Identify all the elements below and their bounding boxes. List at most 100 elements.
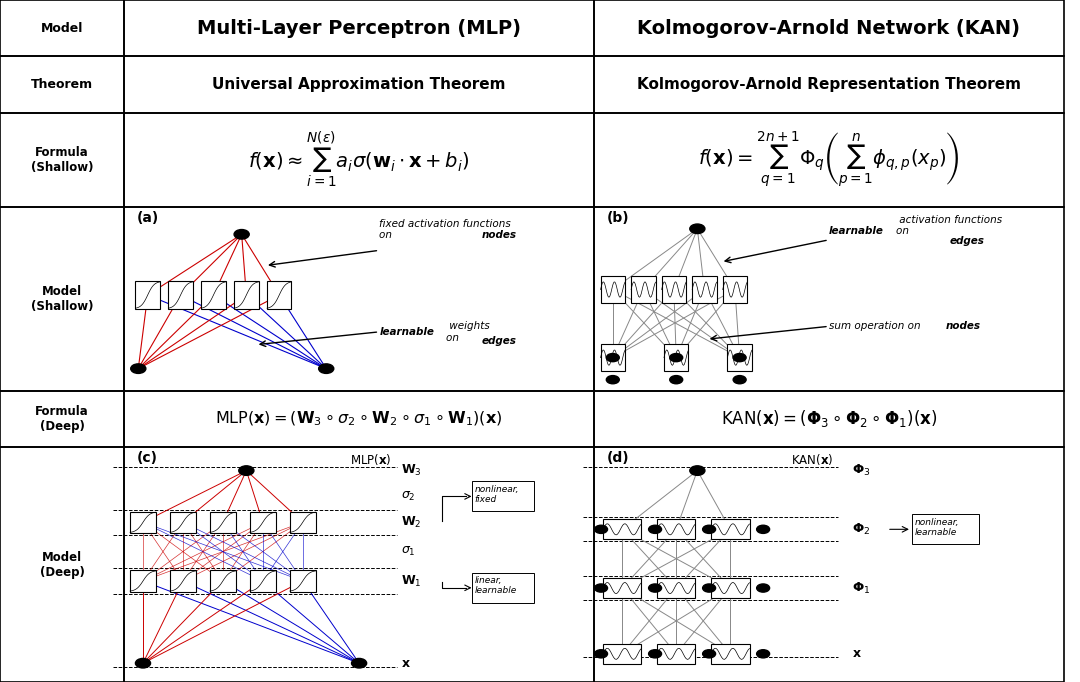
Circle shape <box>606 353 619 361</box>
Bar <box>210 512 235 533</box>
Circle shape <box>757 525 770 533</box>
Circle shape <box>595 650 608 658</box>
Text: $\mathbf{\Phi}_3$: $\mathbf{\Phi}_3$ <box>852 463 870 478</box>
Text: $f(\mathbf{x}) \approx \sum_{i=1}^{N(\varepsilon)} a_i\sigma(\mathbf{w}_i \cdot : $f(\mathbf{x}) \approx \sum_{i=1}^{N(\va… <box>248 130 470 190</box>
Circle shape <box>606 376 619 384</box>
Bar <box>657 644 696 664</box>
Text: nodes: nodes <box>946 321 981 331</box>
Circle shape <box>234 230 249 239</box>
Bar <box>0 0 124 57</box>
Bar <box>594 0 1064 57</box>
Text: edges: edges <box>950 236 985 246</box>
Text: (c): (c) <box>137 451 158 465</box>
Text: Model
(Shallow): Model (Shallow) <box>31 284 93 313</box>
Bar <box>289 512 315 533</box>
Text: edges: edges <box>482 336 516 346</box>
Bar <box>210 570 235 591</box>
Text: Universal Approximation Theorem: Universal Approximation Theorem <box>213 77 505 92</box>
Text: $\mathrm{KAN}(\mathbf{x})$: $\mathrm{KAN}(\mathbf{x})$ <box>792 452 834 467</box>
Text: Model: Model <box>41 22 83 35</box>
Circle shape <box>595 525 608 533</box>
Bar <box>711 644 750 664</box>
Text: sum operation on: sum operation on <box>829 321 923 331</box>
Text: Model
(Deep): Model (Deep) <box>40 550 84 578</box>
Circle shape <box>690 466 705 475</box>
Bar <box>124 0 594 57</box>
Bar <box>711 519 750 539</box>
Circle shape <box>649 525 662 533</box>
Circle shape <box>703 650 716 658</box>
Circle shape <box>733 353 746 361</box>
Text: $\mathbf{\Phi}_1$: $\mathbf{\Phi}_1$ <box>852 580 870 595</box>
Bar <box>170 570 195 591</box>
Bar <box>600 276 625 303</box>
Bar <box>0 57 124 113</box>
Bar <box>170 512 195 533</box>
Text: learnable: learnable <box>829 226 883 237</box>
Circle shape <box>131 364 146 374</box>
Bar <box>234 281 258 309</box>
Text: $\sigma_1$: $\sigma_1$ <box>402 545 416 558</box>
Bar <box>692 276 717 303</box>
Text: Formula
(Deep): Formula (Deep) <box>36 405 89 433</box>
Bar <box>0 447 124 682</box>
Text: $f(\mathbf{x}) = \sum_{q=1}^{2n+1} \Phi_q\left(\sum_{p=1}^{n} \phi_{q,p}(x_p)\ri: $f(\mathbf{x}) = \sum_{q=1}^{2n+1} \Phi_… <box>698 130 960 190</box>
Text: linear,
learnable: linear, learnable <box>475 576 517 595</box>
Text: $\mathbf{\Phi}_2$: $\mathbf{\Phi}_2$ <box>852 522 870 537</box>
Text: Kolmogorov-Arnold Network (KAN): Kolmogorov-Arnold Network (KAN) <box>637 18 1021 38</box>
Circle shape <box>703 525 716 533</box>
Circle shape <box>649 584 662 592</box>
Bar <box>0 391 124 447</box>
Bar <box>267 281 292 309</box>
Bar <box>600 344 625 372</box>
Bar <box>657 519 696 539</box>
Bar <box>662 276 686 303</box>
Text: $\sigma_2$: $\sigma_2$ <box>402 490 416 503</box>
Circle shape <box>135 658 150 668</box>
Circle shape <box>670 376 683 384</box>
Text: $\mathrm{KAN}(\mathbf{x}) = (\mathbf{\Phi}_3 \circ \mathbf{\Phi}_2 \circ \mathbf: $\mathrm{KAN}(\mathbf{x}) = (\mathbf{\Ph… <box>720 409 937 430</box>
Text: $\mathbf{W}_1$: $\mathbf{W}_1$ <box>402 574 422 589</box>
Text: weights
on: weights on <box>446 321 490 342</box>
Bar <box>472 481 535 512</box>
Bar <box>631 276 656 303</box>
Text: $\mathrm{MLP}(\mathbf{x}) = (\mathbf{W}_3 \circ \sigma_2 \circ \mathbf{W}_2 \cir: $\mathrm{MLP}(\mathbf{x}) = (\mathbf{W}_… <box>215 410 503 428</box>
Text: $\mathbf{x}$: $\mathbf{x}$ <box>402 657 411 670</box>
Text: (a): (a) <box>137 211 160 225</box>
Text: Theorem: Theorem <box>31 78 93 91</box>
Text: $\mathbf{W}_3$: $\mathbf{W}_3$ <box>402 463 422 478</box>
Bar <box>603 644 642 664</box>
Circle shape <box>352 658 367 668</box>
Text: nonlinear,
learnable: nonlinear, learnable <box>915 518 959 537</box>
Bar <box>0 113 124 207</box>
Text: nodes: nodes <box>482 230 517 240</box>
Circle shape <box>649 650 662 658</box>
Bar <box>594 391 1064 447</box>
Circle shape <box>239 466 254 475</box>
Bar <box>728 344 752 372</box>
Bar <box>594 207 1064 391</box>
Text: Kolmogorov-Arnold Representation Theorem: Kolmogorov-Arnold Representation Theorem <box>637 77 1021 92</box>
Text: $\mathbf{x}$: $\mathbf{x}$ <box>852 647 862 660</box>
Text: activation functions
on: activation functions on <box>896 215 1002 237</box>
Text: fixed activation functions
on: fixed activation functions on <box>379 218 511 240</box>
Text: (b): (b) <box>607 211 630 225</box>
Bar <box>711 578 750 598</box>
Bar <box>249 570 275 591</box>
Circle shape <box>757 650 770 658</box>
Circle shape <box>733 376 746 384</box>
Bar <box>603 578 642 598</box>
Text: Multi-Layer Perceptron (MLP): Multi-Layer Perceptron (MLP) <box>198 18 522 38</box>
Bar <box>249 512 275 533</box>
Bar <box>135 281 160 309</box>
Bar <box>594 113 1064 207</box>
Text: nonlinear,
fixed: nonlinear, fixed <box>475 485 519 504</box>
Bar <box>168 281 193 309</box>
Circle shape <box>690 224 705 233</box>
Bar <box>130 570 156 591</box>
Circle shape <box>703 584 716 592</box>
Bar <box>723 276 747 303</box>
Bar <box>594 57 1064 113</box>
Bar <box>124 113 594 207</box>
Bar <box>657 578 696 598</box>
